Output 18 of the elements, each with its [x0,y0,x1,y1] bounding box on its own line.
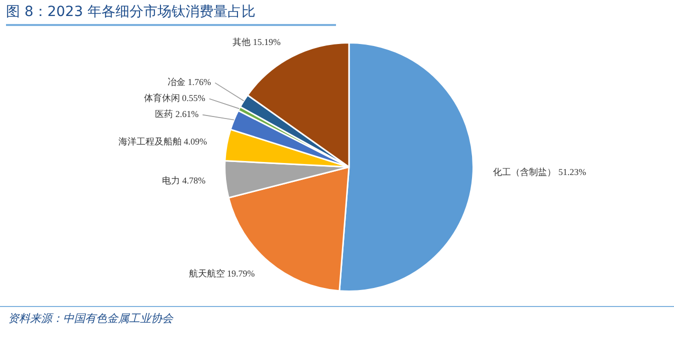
slice-label: 海洋工程及船舶 [118,136,182,146]
data-label: 15.19% [252,36,282,47]
data-label: 51.23% [558,166,587,177]
slice-label: 医药 [155,109,174,120]
chart-title: 图 8：2023 年各细分市场钛消费量占比 [6,3,336,26]
data-label: 19.79% [227,268,256,279]
slice-label: 化工（含制盐） [493,166,556,177]
slice-label: 其他 [232,36,251,47]
slice-label: 航天航空 [188,268,225,279]
slice-label: 电力 [162,175,180,186]
data-label: 0.55% [182,93,206,104]
data-label: 4.78% [182,175,206,186]
data-label: 2.61% [175,109,200,120]
text: 资料来源：中国有色金属工业协会 [0,306,674,326]
slice-label: 体育休闲 [144,93,180,104]
slice-label: 冶金 [168,77,186,88]
data-label: 4.09% [184,136,208,146]
data-label: 1.76% [188,77,212,88]
